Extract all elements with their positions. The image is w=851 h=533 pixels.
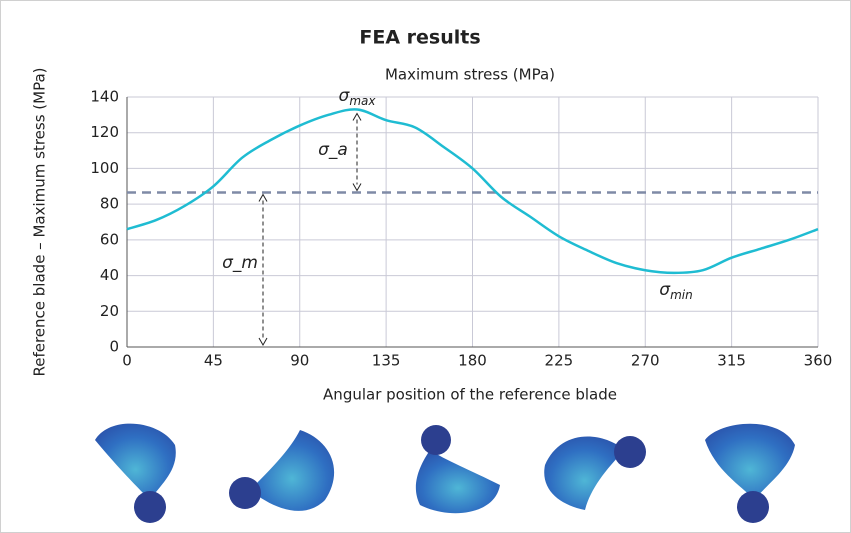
blade [544, 436, 625, 510]
blade [416, 450, 500, 513]
chart: FEA results Maximum stress (MPa) Angular… [0, 0, 851, 533]
blade [95, 424, 176, 500]
annotation-subscript: min [670, 288, 693, 302]
mean-arrow-head [259, 338, 267, 345]
chart-subtitle: Maximum stress (MPa) [385, 66, 555, 84]
hub [134, 491, 166, 523]
blades [95, 424, 795, 523]
x-axis-label: Angular position of the reference blade [323, 386, 617, 404]
y-tick-label: 120 [90, 123, 119, 141]
blade [250, 430, 334, 511]
annotation-symbol: σ_m [222, 253, 258, 273]
x-tick-label: 90 [290, 352, 309, 370]
y-tick-label: 60 [100, 230, 119, 248]
chart-title: FEA results [359, 27, 480, 49]
blade [705, 424, 795, 500]
y-tick-label: 100 [90, 159, 119, 177]
x-tick-label: 270 [631, 352, 660, 370]
x-tick-label: 315 [717, 352, 746, 370]
x-tick-label: 360 [804, 352, 833, 370]
hub [614, 436, 646, 468]
y-tick-label: 0 [109, 338, 119, 356]
annotation: σ_a [318, 140, 348, 160]
hub [737, 491, 769, 523]
page: {"chart_data": {"type": "line", "title":… [0, 0, 851, 533]
annotation-symbol: σ_a [318, 140, 348, 160]
hub [421, 425, 451, 455]
annotation: σ_m [222, 253, 258, 273]
amplitude-arrow-head [353, 114, 361, 121]
amplitude-arrow-head [353, 184, 361, 191]
y-tick-label: 80 [100, 195, 119, 213]
hub [229, 477, 261, 509]
annotation: σmax [339, 86, 377, 108]
annotation-subscript: max [349, 94, 376, 108]
y-axis-label: Reference blade – Maximum stress (MPa) [31, 67, 49, 376]
mean-arrow-head [259, 195, 267, 202]
x-tick-label: 225 [545, 352, 574, 370]
annotation: σmin [659, 280, 692, 302]
x-tick-label: 0 [122, 352, 132, 370]
y-tick-label: 20 [100, 302, 119, 320]
y-tick-label: 40 [100, 266, 119, 284]
x-tick-label: 45 [204, 352, 223, 370]
x-tick-label: 135 [372, 352, 401, 370]
x-tick-label: 180 [458, 352, 487, 370]
y-tick-label: 140 [90, 88, 119, 106]
